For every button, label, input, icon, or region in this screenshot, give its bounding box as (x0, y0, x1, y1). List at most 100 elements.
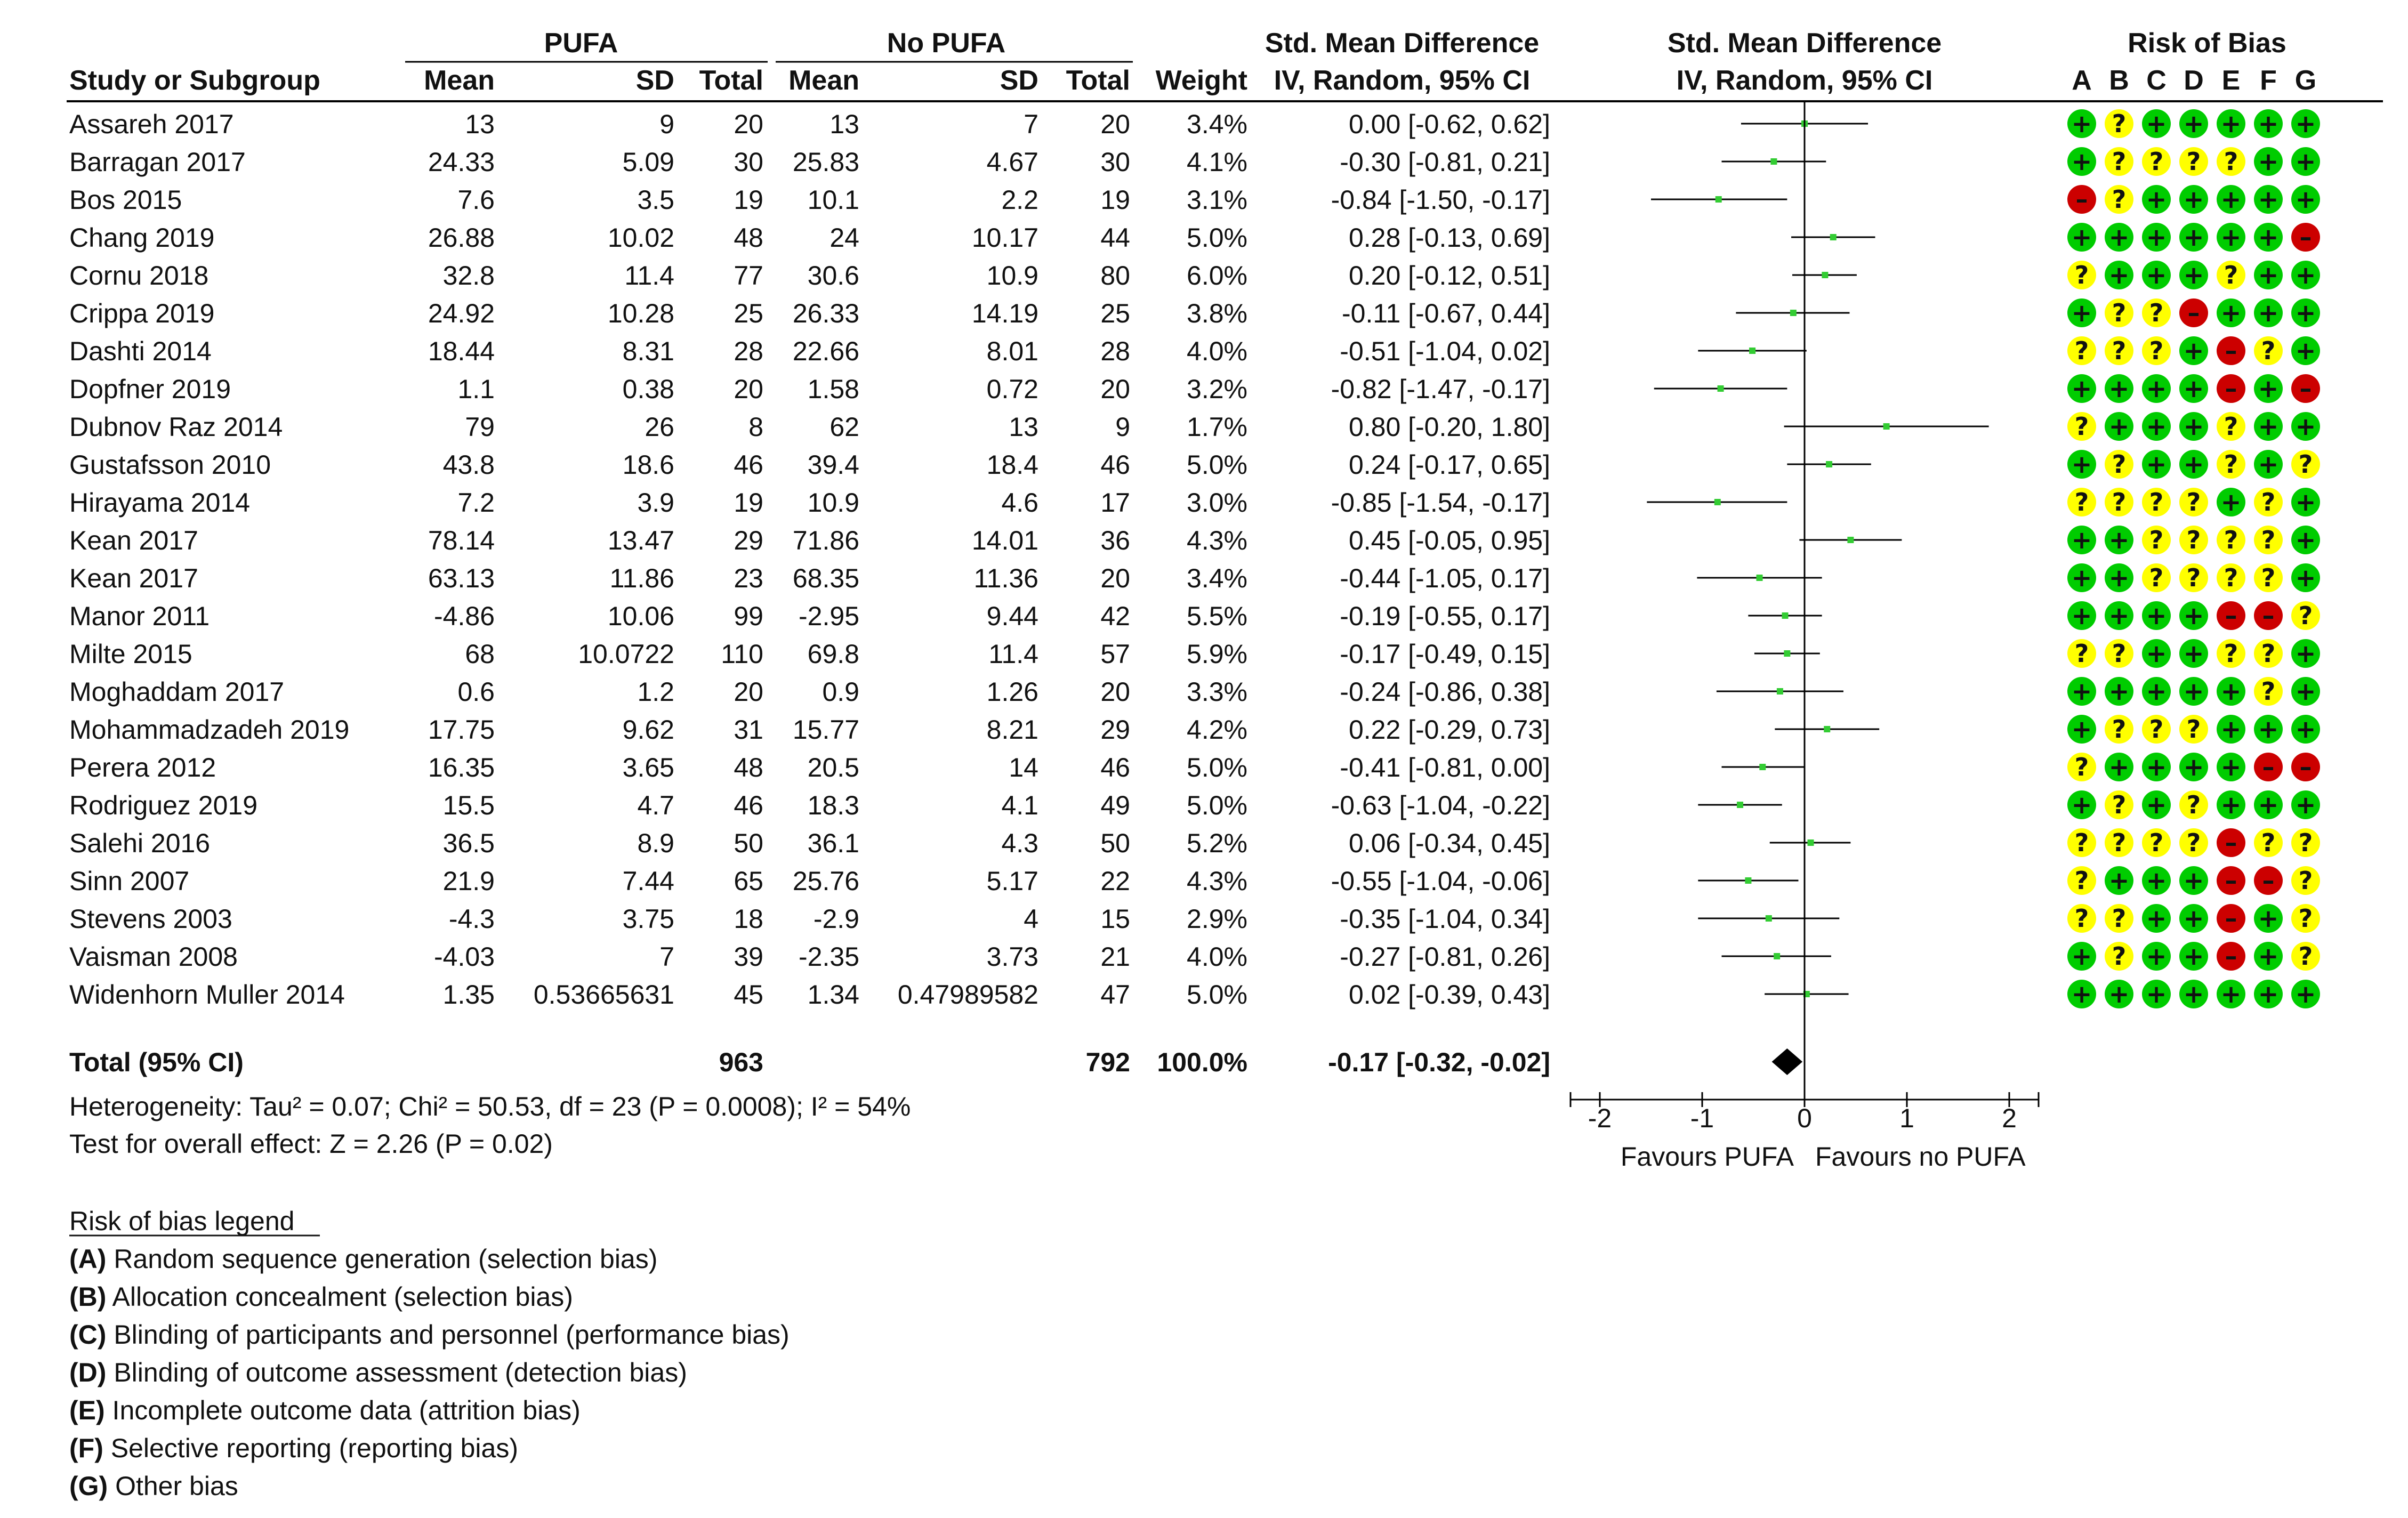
study-row: Hirayama 2014 7.2 3.9 19 10.9 4.6 17 3.0% -0.85 … (69, 488, 2320, 518)
unclear-risk-icon (2254, 336, 2283, 365)
ci-text: 0.22 [-0.29, 0.73] (1349, 715, 1550, 745)
rob-glyph: ? (2112, 715, 2127, 744)
legend-item: (D) Blinding of outcome assessment (dete… (69, 1358, 687, 1387)
study-row: Stevens 2003 -4.3 3.75 18 -2.9 4 15 2.9% -0.35 [… (69, 904, 2320, 934)
low-risk-icon (2179, 374, 2208, 403)
rob-glyph: ? (2261, 563, 2276, 592)
exp-sd: 11.4 (624, 261, 674, 290)
rob-glyph: – (2262, 866, 2275, 895)
study-row: Manor 2011 -4.86 10.06 99 -2.95 9.44 42 5.5% -0.… (69, 601, 2320, 631)
ci-text: -0.84 [-1.50, -0.17] (1331, 185, 1550, 215)
study-row: Dashti 2014 18.44 8.31 28 22.66 8.01 28 4.0% -0.… (69, 336, 2320, 366)
low-risk-icon (2142, 753, 2171, 781)
rob-glyph: + (2072, 715, 2092, 744)
rob-glyph: + (2221, 677, 2242, 706)
rob-glyph: + (2146, 261, 2167, 289)
rob-glyph: ? (2187, 828, 2201, 857)
low-risk-icon (2179, 980, 2208, 1008)
unclear-risk-icon (2142, 147, 2171, 176)
exp-total: 28 (734, 336, 763, 366)
sd2-header: SD (1000, 65, 1038, 96)
study-name: Mohammadzadeh 2019 (69, 715, 349, 745)
ctrl-sd: 8.21 (987, 715, 1038, 745)
low-risk-icon (2105, 412, 2133, 441)
rob-glyph: – (2300, 374, 2312, 403)
exp-mean: 7.6 (457, 185, 495, 215)
weight: 5.0% (1187, 790, 1247, 820)
rob-glyph: ? (2299, 601, 2313, 630)
weight: 4.3% (1187, 866, 1247, 896)
total-n1: 963 (719, 1047, 763, 1077)
study-row: Chang 2019 26.88 10.02 48 24 10.17 44 5.0% 0.28 … (69, 223, 2320, 253)
rob-glyph: + (2184, 753, 2204, 781)
unclear-risk-icon (2067, 412, 2096, 441)
unclear-risk-icon (2142, 298, 2171, 327)
low-risk-icon (2291, 298, 2320, 327)
rob-glyph: + (2072, 147, 2092, 176)
low-risk-icon (2291, 526, 2320, 554)
low-risk-icon (2067, 980, 2096, 1008)
ctrl-total: 9 (1115, 412, 1130, 442)
low-risk-icon (2179, 223, 2208, 252)
axis-tick-label: 1 (1899, 1103, 1914, 1133)
ctrl-mean: 10.9 (808, 488, 859, 518)
ci-text: -0.17 [-0.49, 0.15] (1340, 639, 1550, 669)
weight: 4.3% (1187, 526, 1247, 555)
rob-glyph: ? (2149, 563, 2164, 592)
weight: 5.9% (1187, 639, 1247, 669)
low-risk-icon (2142, 790, 2171, 819)
unclear-risk-icon (2179, 715, 2208, 744)
total-diamond (1771, 1048, 1803, 1075)
ctrl-total: 22 (1100, 866, 1130, 896)
exp-mean: 63.13 (428, 563, 495, 593)
rob-glyph: + (2184, 450, 2204, 479)
ctrl-mean: 25.76 (793, 866, 859, 896)
unclear-risk-icon (2067, 828, 2096, 857)
low-risk-icon (2179, 942, 2208, 971)
low-risk-icon (2142, 677, 2171, 706)
ctrl-sd: 5.17 (987, 866, 1038, 896)
unclear-risk-icon (2067, 904, 2096, 933)
study-name: Vaisman 2008 (69, 942, 238, 972)
ctrl-total: 49 (1100, 790, 1130, 820)
low-risk-icon (2254, 261, 2283, 289)
low-risk-icon (2142, 601, 2171, 630)
unclear-risk-icon (2105, 336, 2133, 365)
rob-glyph: + (2296, 412, 2316, 441)
exp-mean: 16.35 (428, 753, 495, 782)
rob-glyph: + (2109, 753, 2130, 781)
rob-glyph: ? (2112, 942, 2127, 971)
rob-glyph: + (2146, 185, 2167, 214)
low-risk-icon (2217, 185, 2245, 214)
low-risk-icon (2291, 790, 2320, 819)
exp-mean: -4.03 (434, 942, 495, 972)
low-risk-icon (2291, 980, 2320, 1008)
rob-glyph: + (2296, 185, 2316, 214)
high-risk-icon (2254, 866, 2283, 895)
rob-glyph: + (2258, 790, 2279, 819)
exp-total: 48 (734, 223, 763, 253)
exp-mean: 0.6 (457, 677, 495, 707)
rob-glyph: + (2146, 412, 2167, 441)
ctrl-total: 28 (1100, 336, 1130, 366)
rob-glyph: + (2109, 223, 2130, 252)
low-risk-icon (2142, 904, 2171, 933)
ctrl-sd: 9.44 (987, 601, 1038, 631)
unclear-risk-icon (2179, 488, 2208, 516)
rob-glyph: + (2296, 639, 2316, 668)
low-risk-icon (2217, 715, 2245, 744)
rob-glyph: + (2109, 261, 2130, 289)
rob-glyph: + (2072, 980, 2092, 1008)
low-risk-icon (2217, 488, 2245, 516)
point-estimate (1749, 348, 1756, 354)
exp-sd: 0.38 (623, 374, 674, 404)
study-rows: Assareh 2017 13 9 20 13 7 20 3.4% 0.00 [-0.62, 0… (69, 109, 2320, 1010)
rob-letter-g: G (2295, 65, 2316, 96)
ctrl-total: 80 (1100, 261, 1130, 290)
rob-glyph: + (2296, 563, 2316, 592)
rob-glyph: – (2225, 942, 2237, 971)
study-name: Dubnov Raz 2014 (69, 412, 283, 442)
low-risk-icon (2291, 677, 2320, 706)
unclear-risk-icon (2291, 450, 2320, 479)
rob-glyph: + (2146, 374, 2167, 403)
